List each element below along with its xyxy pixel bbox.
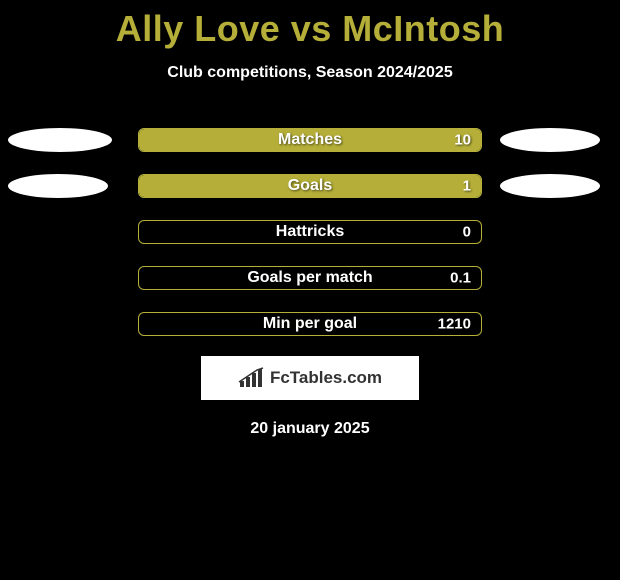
player-ellipse-right-0 — [500, 128, 600, 152]
stat-bar: Goals per match 0.1 — [138, 266, 482, 290]
stat-label: Matches — [278, 131, 342, 149]
logo-text: FcTables.com — [270, 368, 382, 388]
stat-row-min-per-goal: Min per goal 1210 — [0, 312, 620, 336]
stat-label: Goals per match — [247, 269, 372, 287]
stat-bar: Matches 10 — [138, 128, 482, 152]
player-ellipse-left-1 — [8, 174, 108, 198]
stat-value: 10 — [454, 132, 471, 149]
stat-value: 1 — [463, 178, 471, 195]
bar-chart-icon — [238, 367, 264, 389]
player-ellipse-left-0 — [8, 128, 112, 152]
stat-row-goals: Goals 1 — [0, 174, 620, 198]
stat-row-goals-per-match: Goals per match 0.1 — [0, 266, 620, 290]
stat-value: 0 — [463, 224, 471, 241]
stat-bar: Goals 1 — [138, 174, 482, 198]
stat-row-matches: Matches 10 — [0, 128, 620, 152]
infographic-container: Ally Love vs McIntosh Club competitions,… — [0, 0, 620, 438]
stat-value: 1210 — [438, 316, 471, 333]
stat-label: Hattricks — [276, 223, 344, 241]
fctables-logo: FcTables.com — [201, 356, 419, 400]
date-label: 20 january 2025 — [250, 420, 369, 438]
stats-area: Matches 10 Goals 1 Hattricks 0 — [0, 128, 620, 336]
subtitle: Club competitions, Season 2024/2025 — [167, 64, 452, 82]
comparison-title: Ally Love vs McIntosh — [116, 8, 505, 50]
stat-label: Goals — [288, 177, 332, 195]
stat-row-hattricks: Hattricks 0 — [0, 220, 620, 244]
stat-value: 0.1 — [450, 270, 471, 287]
stat-bar: Hattricks 0 — [138, 220, 482, 244]
stat-bar: Min per goal 1210 — [138, 312, 482, 336]
player-ellipse-right-1 — [500, 174, 600, 198]
stat-label: Min per goal — [263, 315, 357, 333]
